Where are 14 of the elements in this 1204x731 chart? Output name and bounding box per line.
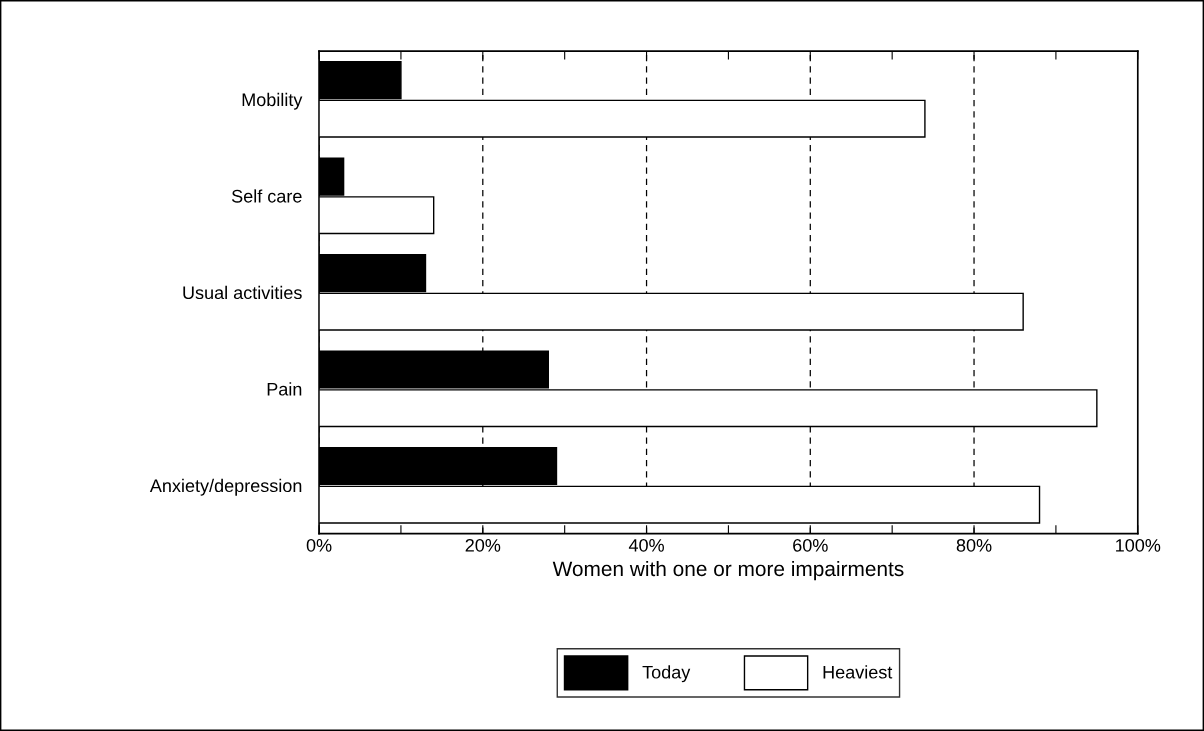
x-tick-label: 100% [1116,538,1161,552]
x-tick-label: 60% [793,538,828,552]
x-axis-title: Women with one or more impairments [552,560,904,581]
y-tick-label: Pain [267,382,302,396]
y-tick-label: Anxiety/depression [149,478,302,496]
y-tick-label: Mobility [242,92,303,110]
y-tick-label: Usual activities [183,285,302,300]
x-tick-label: 40% [628,538,664,552]
x-tick-label: 80% [956,538,992,552]
legend-label: Heaviest [823,665,893,679]
x-tick-label: 0% [306,538,332,552]
y-tick-label: Self care [231,189,302,203]
x-tick-label: 20% [465,538,501,552]
legend-label: Today [642,665,691,683]
